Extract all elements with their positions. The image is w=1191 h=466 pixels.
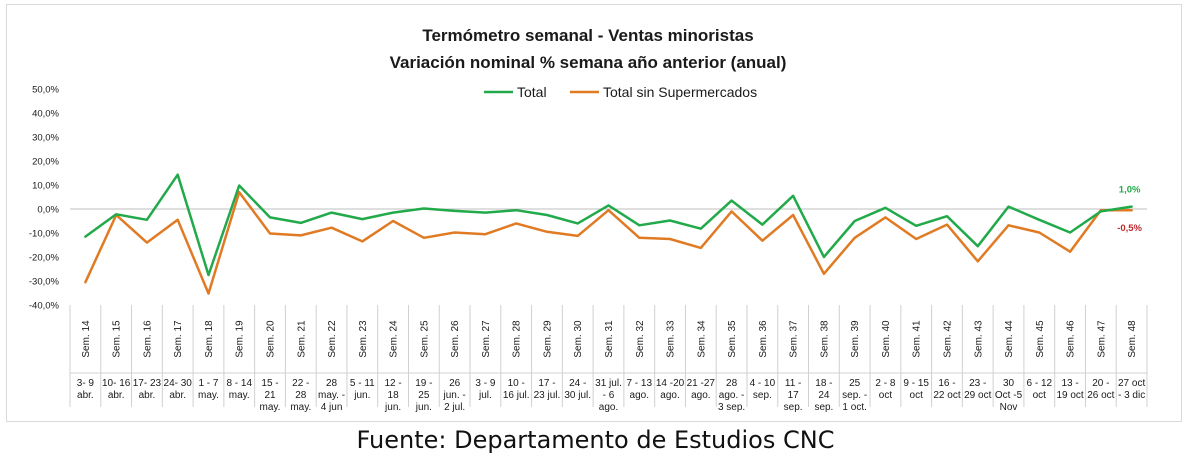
date-label: 19 -25 jun. [415,378,433,413]
date-label: 14 -20 ago. [656,378,685,401]
y-tick-label: 40,0% [32,109,59,120]
week-label: Sem. 21 [296,320,307,358]
date-label: 15 -21 may. [260,378,281,413]
date-label: 13 -19 oct [1056,378,1083,401]
week-label: Sem. 25 [419,320,430,358]
chart-frame: Termómetro semanal - Ventas minoristas V… [6,4,1182,422]
week-label: Sem. 42 [942,320,953,358]
week-label: Sem. 47 [1096,320,1107,358]
week-label: Sem. 34 [696,320,707,358]
series-layer [84,173,1133,295]
week-label: Sem. 17 [173,320,184,358]
end-label-sin-supermercados: -0,5% [1117,223,1142,234]
week-label: Sem. 27 [481,320,492,358]
date-label: 18 -24 sep. [814,378,833,413]
date-label: 3 - 9 jul. [475,378,495,401]
date-label: 10 -16 jul. [503,378,530,401]
week-label: Sem. 38 [819,320,830,358]
date-label: 7 - 13 ago. [626,378,652,401]
week-label: Sem. 36 [758,320,769,358]
date-label: 17 -23 jul. [534,378,561,401]
end-labels: 1,0% -0,5% [1117,185,1142,235]
date-label: 4 - 10 sep. [750,378,776,401]
week-label: Sem. 16 [142,320,153,358]
week-label: Sem. 39 [850,320,861,358]
date-label: 28 ago. -3 sep. [718,378,745,413]
week-label: Sem. 35 [727,320,738,358]
y-tick-label: -20,0% [29,253,60,264]
week-label: Sem. 45 [1035,320,1046,358]
week-label: Sem. 41 [912,320,923,358]
y-tick-label: 10,0% [32,181,59,192]
date-label: 25 sep. -1 oct. [842,378,867,413]
y-tick-label: 20,0% [32,157,59,168]
date-label: 10- 16 abr. [102,378,131,401]
legend-label-sin-supermercados: Total sin Supermercados [603,84,757,100]
end-label-total: 1,0% [1119,185,1141,196]
week-label: Sem. 15 [112,320,123,358]
date-label: 31 jul. - 6 ago. [595,378,622,413]
week-label: Sem. 48 [1127,320,1138,358]
week-label: Sem. 26 [450,320,461,358]
week-label: Sem. 29 [542,320,553,358]
y-tick-label: -10,0% [29,229,60,240]
date-label: 12 -18 jun. [384,378,402,413]
week-label: Sem. 43 [973,320,984,358]
week-label: Sem. 22 [327,320,338,358]
date-label: 26 jun. -2 jul. [443,378,466,413]
date-label: 24- 30 abr. [164,378,193,401]
series-line-total [84,173,1133,277]
week-label: Sem. 14 [81,320,92,358]
legend: Total Total sin Supermercados [484,84,757,100]
source-caption: Fuente: Departamento de Estudios CNC [356,426,835,454]
week-label: Sem. 20 [266,320,277,358]
x-axis: Sem. 14 Sem. 15 Sem. 16 Sem. 17 Sem. 18 Sem. … [69,208,1148,413]
legend-label-total: Total [517,84,547,100]
week-label: Sem. 19 [235,320,246,358]
date-label: 27 oct - 3 dic [1118,378,1145,401]
week-label: Sem. 46 [1066,320,1077,358]
date-label: 11 -17 sep. [784,378,803,413]
y-axis: 50,0% 40,0% 30,0% 20,0% 10,0% 0,0% -10,0% -20,0… [29,85,60,312]
week-label: Sem. 28 [512,320,523,358]
date-label: 6 - 12 oct [1027,378,1053,401]
date-label: 9 - 15 oct [903,378,929,401]
date-label: 1 - 7 may. [198,378,219,401]
date-label: 22 -28 may. [290,378,311,413]
y-tick-label: 50,0% [32,85,59,96]
week-label: Sem. 31 [604,320,615,358]
date-label: 30 Oct -5 Nov [995,378,1023,413]
series-line-sin-supermercados [84,190,1133,295]
y-tick-label: 0,0% [37,205,59,216]
week-label: Sem. 23 [358,320,369,358]
week-label: Sem. 30 [573,320,584,358]
chart-title: Termómetro semanal - Ventas minoristas [422,26,753,45]
week-label: Sem. 18 [204,320,215,358]
date-label: 24 -30 jul. [564,378,591,401]
date-label: 20 -26 oct [1087,378,1114,401]
week-label: Sem. 44 [1004,320,1015,358]
week-label: Sem. 37 [789,320,800,358]
date-label: 5 - 11 jun. [350,378,375,401]
date-label: 8 - 14 may. [226,378,252,401]
date-label: 3- 9 abr. [77,378,95,401]
date-label: 23 -29 oct [964,378,991,401]
date-label: 2 - 8 oct [875,378,895,401]
week-label: Sem. 24 [389,320,400,358]
week-label: Sem. 40 [881,320,892,358]
chart-subtitle: Variación nominal % semana año anterior … [390,53,787,72]
week-label: Sem. 32 [635,320,646,358]
date-label: 16 -22 oct [933,378,960,401]
y-tick-label: 30,0% [32,133,59,144]
date-label: 21 -27 ago. [687,378,716,401]
date-label: 28 may. -4 jun [318,378,345,413]
line-chart: Termómetro semanal - Ventas minoristas V… [29,26,1148,413]
week-label: Sem. 33 [666,320,677,358]
y-tick-label: -30,0% [29,277,60,288]
y-tick-label: -40,0% [29,301,60,312]
date-label: 17- 23 abr. [133,378,162,401]
